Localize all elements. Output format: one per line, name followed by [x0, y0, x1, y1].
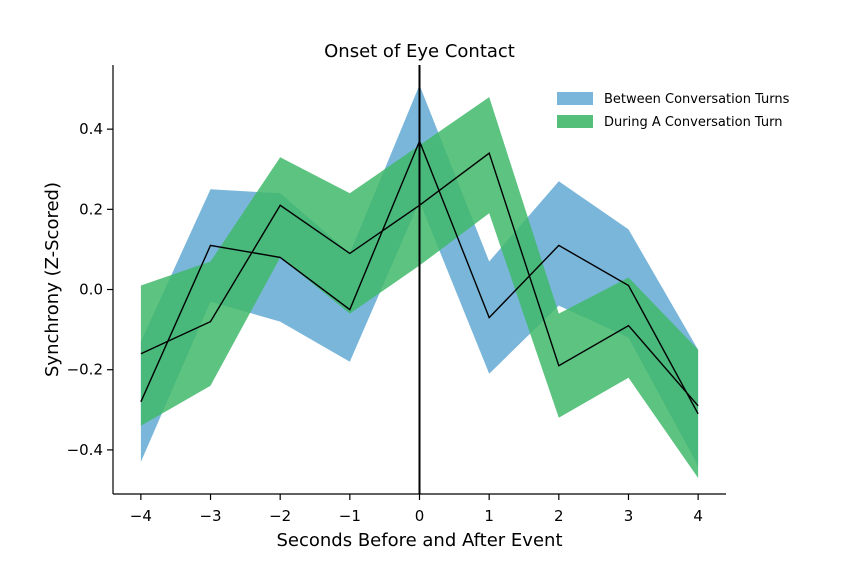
x-tick-label: −1: [339, 507, 361, 525]
y-tick-label: 0.2: [79, 200, 103, 218]
x-tick-label: 1: [484, 507, 494, 525]
y-tick-label: 0.0: [79, 281, 103, 299]
chart-title: Onset of Eye Contact: [324, 41, 515, 62]
x-tick-label: −2: [269, 507, 291, 525]
legend-swatch: [557, 92, 593, 105]
y-tick-label: −0.2: [67, 361, 103, 379]
x-tick-label: 2: [554, 507, 564, 525]
x-tick-label: −4: [130, 507, 152, 525]
during-a-conversation-turn-band: [140, 97, 699, 478]
x-tick-label: 3: [624, 507, 634, 525]
x-axis-label: Seconds Before and After Event: [276, 530, 562, 551]
legend-label: During A Conversation Turn: [604, 115, 783, 130]
y-axis-label: Synchrony (Z-Scored): [42, 182, 63, 377]
x-tick-label: −3: [199, 507, 221, 525]
legend: Between Conversation Turns During A Conve…: [557, 92, 790, 130]
x-tick-label: 0: [415, 507, 425, 525]
y-tick-label: 0.4: [79, 120, 103, 138]
y-tick-label: −0.4: [67, 441, 103, 459]
legend-label: Between Conversation Turns: [604, 92, 790, 107]
x-tick-label: 4: [693, 507, 703, 525]
x-ticks: −4 −3 −2 −1 0 1 2 3 4: [130, 494, 703, 525]
y-ticks: −0.4 −0.2 0.0 0.2 0.4: [67, 120, 113, 459]
legend-swatch: [557, 115, 593, 128]
